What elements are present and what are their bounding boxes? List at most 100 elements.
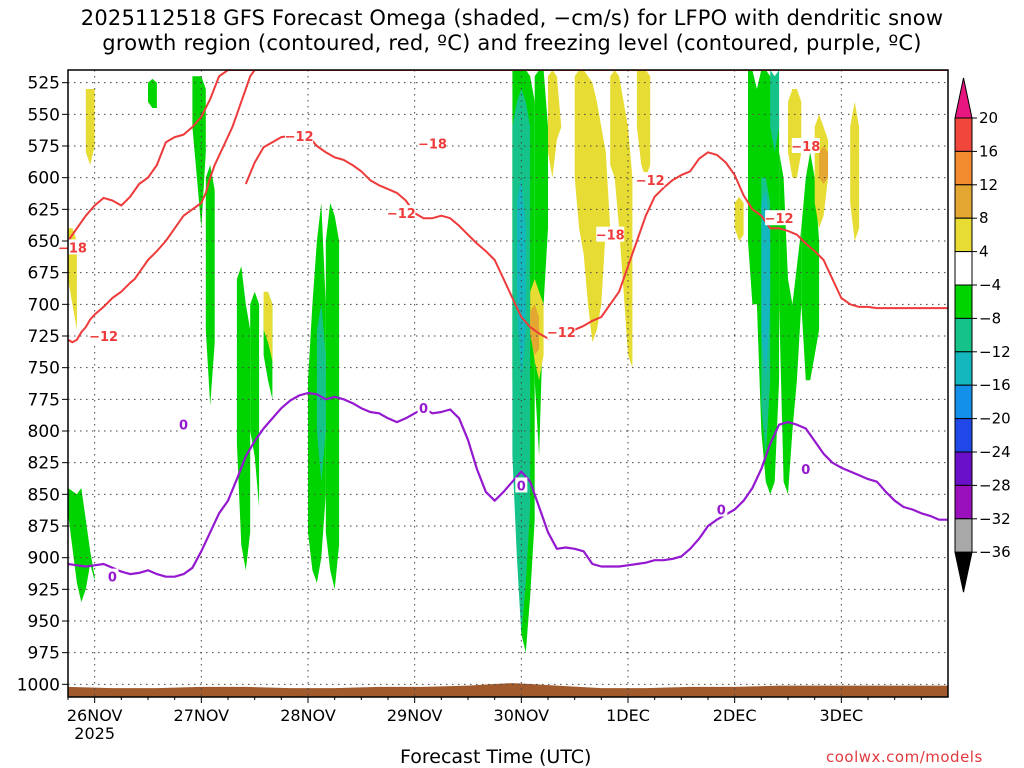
contours	[68, 70, 948, 578]
contour-label: −18	[418, 137, 447, 152]
y-tick-label: 850	[28, 485, 60, 505]
colorbar-band	[954, 217, 973, 253]
omega-region-4	[236, 266, 251, 571]
contour-label: −12	[636, 174, 665, 189]
contour-labels: −18 −12 −12 −18 −12 −12 −18 −12 −12 −18 0 0 0 0 0 0	[58, 127, 820, 586]
x-tick-label: 3DEC	[819, 706, 863, 725]
omega-region-32	[734, 196, 744, 241]
omega-region-19	[316, 304, 326, 482]
title-line-2: growth region (contoured, red, ºC) and f…	[102, 31, 922, 55]
colorbar-band	[954, 451, 973, 486]
contour-label: −12	[765, 212, 794, 227]
y-tick-label: 600	[28, 169, 60, 189]
contour-label-bg	[765, 210, 794, 226]
contour-label-bg	[58, 239, 87, 255]
contour-label: −18	[791, 140, 820, 155]
colorbar-band	[954, 117, 973, 152]
terrain-fill	[68, 683, 948, 697]
contour-label: −12	[89, 330, 118, 345]
colorbar-label: −4	[979, 276, 1001, 294]
contour-label-bg	[799, 461, 812, 476]
contour-label-bg	[636, 172, 665, 188]
contour-label-bg	[285, 127, 314, 143]
contour-label: −12	[547, 326, 576, 341]
colorbar-band	[954, 317, 973, 353]
omega-region-31	[850, 101, 860, 241]
colorbar-label: −24	[979, 443, 1011, 461]
contour-label: 0	[517, 479, 526, 494]
x-tick-label: 2DEC	[713, 706, 757, 725]
omega-region-0	[68, 488, 95, 602]
omega-region-1	[148, 78, 157, 108]
colorbar-band	[954, 251, 973, 286]
contour-label: −12	[285, 130, 314, 145]
contour-label: 0	[108, 571, 117, 586]
y-tick-label: 950	[28, 612, 60, 632]
colorbar-band	[954, 284, 973, 319]
title-line-1: 2025112518 GFS Forecast Omega (shaded, −…	[80, 6, 944, 30]
colorbar-label: 8	[979, 209, 989, 227]
plot-frame	[67, 69, 949, 698]
omega-region-18	[516, 177, 526, 381]
dgz-contour-line-2	[244, 133, 948, 340]
colorbar-label: −36	[979, 543, 1011, 561]
colorbar-band	[954, 518, 973, 553]
colorbar-bottom-arrow	[954, 551, 973, 593]
contour-label: −12	[387, 207, 416, 222]
y-tick-label: 775	[28, 390, 60, 410]
contour-label: 0	[801, 463, 810, 478]
contour-label-bg	[515, 477, 528, 493]
omega-region-14	[770, 70, 780, 153]
omega-region-26	[574, 70, 611, 343]
colorbar: 20 16 12 8 4 −4 −8 −12 −16 −20 −24 −28 −32 −36	[954, 77, 1011, 593]
terrain-area	[68, 683, 948, 697]
contour-label-bg	[417, 400, 430, 416]
x-tick-label: 30NOV	[494, 706, 550, 725]
y-axis: 525 550 575 600 625 650 675 700 725 750 775 800 825 8…	[17, 74, 68, 695]
contour-label-bg	[418, 135, 447, 151]
colorbar-label: −12	[979, 343, 1011, 361]
contour-label-bg	[177, 416, 190, 432]
omega-region-29	[788, 89, 802, 178]
y-tick-label: 725	[28, 327, 60, 347]
y-tick-label: 900	[28, 549, 60, 569]
x-tick-year-label: 2025	[74, 724, 115, 743]
x-tick-label: 1DEC	[606, 706, 650, 725]
colorbar-label: 12	[979, 176, 998, 194]
credit-link[interactable]: coolwx.com/models	[826, 748, 983, 766]
colorbar-label: 16	[979, 142, 998, 160]
colorbar-band	[954, 351, 973, 386]
colorbar-band	[954, 150, 973, 186]
contour-label-bg	[547, 324, 576, 340]
y-tick-label: 700	[28, 295, 60, 315]
colorbar-label: −8	[979, 309, 1001, 327]
x-tick-label: 26NOV	[67, 706, 123, 725]
y-tick-label: 575	[28, 137, 60, 157]
contour-label: −18	[596, 229, 625, 244]
contour-label-bg	[596, 226, 625, 242]
colorbar-band	[954, 418, 973, 453]
omega-region-27	[610, 70, 633, 368]
contour-label-bg	[106, 568, 119, 584]
colorbar-band	[954, 184, 973, 219]
contour-label: 0	[717, 504, 726, 519]
omega-region-28	[636, 70, 651, 178]
y-tick-label: 550	[28, 105, 60, 125]
chart-title: 2025112518 GFS Forecast Omega (shaded, −…	[0, 6, 1024, 56]
colorbar-label: −16	[979, 376, 1011, 394]
dgz-contour-line-0	[68, 70, 948, 344]
y-tick-label: 875	[28, 517, 60, 537]
contour-label: 0	[419, 402, 428, 417]
x-axis-title: Forecast Time (UTC)	[400, 746, 592, 768]
freezing-level-line	[68, 391, 948, 578]
colorbar-label: −32	[979, 510, 1011, 528]
omega-region-22	[263, 291, 273, 362]
contour-label: 0	[179, 419, 188, 434]
y-tick-label: 975	[28, 644, 60, 664]
plot-background	[68, 70, 948, 697]
x-tick-label: 27NOV	[174, 706, 230, 725]
y-tick-label: 675	[28, 264, 60, 284]
colorbar-band	[954, 384, 973, 420]
